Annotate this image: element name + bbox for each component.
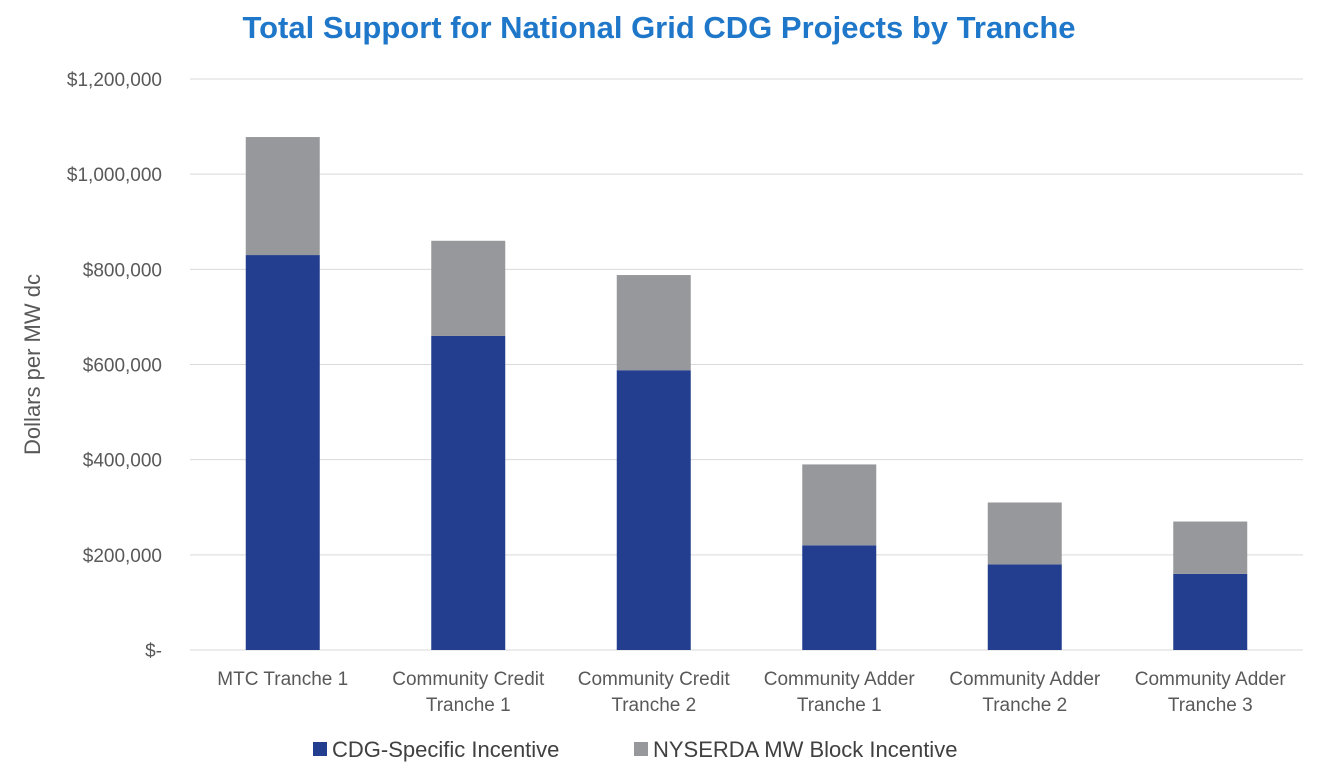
bar-cdg-specific-1 (245, 255, 320, 650)
bar-nyserda-block-3 (616, 275, 691, 371)
bar-nyserda-block-6 (1173, 521, 1248, 574)
bar-nyserda-block-4 (802, 464, 877, 546)
legend-item: NYSERDA MW Block Incentive (634, 737, 957, 762)
x-tick-label: Community Credit (392, 669, 545, 690)
x-tick-label: Tranche 3 (1168, 695, 1253, 716)
y-tick-label: $600,000 (83, 356, 162, 377)
x-tick-label: Community Credit (578, 669, 731, 690)
x-tick-label: Community Adder (764, 669, 916, 690)
y-tick-label: $200,000 (83, 546, 162, 567)
bar-nyserda-block-5 (987, 502, 1062, 565)
x-tick-label: Tranche 1 (426, 695, 511, 716)
x-tick-label: Community Adder (1135, 669, 1287, 690)
bar-cdg-specific-6 (1173, 573, 1248, 650)
bar-nyserda-block-2 (431, 240, 506, 336)
y-tick-label: $1,200,000 (67, 70, 162, 91)
legend-swatch (313, 742, 327, 756)
legend-label: NYSERDA MW Block Incentive (653, 737, 957, 762)
chart-title: Total Support for National Grid CDG Proj… (242, 10, 1076, 45)
x-tick-label: Tranche 2 (611, 695, 696, 716)
y-tick-label: $800,000 (83, 260, 162, 281)
legend-swatch (634, 742, 648, 756)
y-tick-label: $1,000,000 (67, 165, 162, 186)
bar-nyserda-block-1 (245, 137, 320, 256)
bar-cdg-specific-5 (987, 564, 1062, 650)
y-tick-label: $- (145, 641, 162, 662)
bar-cdg-specific-2 (431, 335, 506, 650)
legend-item: CDG-Specific Incentive (313, 737, 559, 762)
y-axis-label: Dollars per MW dc (20, 274, 45, 455)
bar-cdg-specific-3 (616, 370, 691, 650)
x-tick-label: MTC Tranche 1 (217, 669, 348, 690)
x-tick-label: Tranche 2 (982, 695, 1067, 716)
legend-label: CDG-Specific Incentive (332, 737, 559, 762)
y-tick-label: $400,000 (83, 451, 162, 472)
x-tick-label: Community Adder (949, 669, 1101, 690)
bar-cdg-specific-4 (802, 545, 877, 650)
x-tick-label: Tranche 1 (797, 695, 882, 716)
